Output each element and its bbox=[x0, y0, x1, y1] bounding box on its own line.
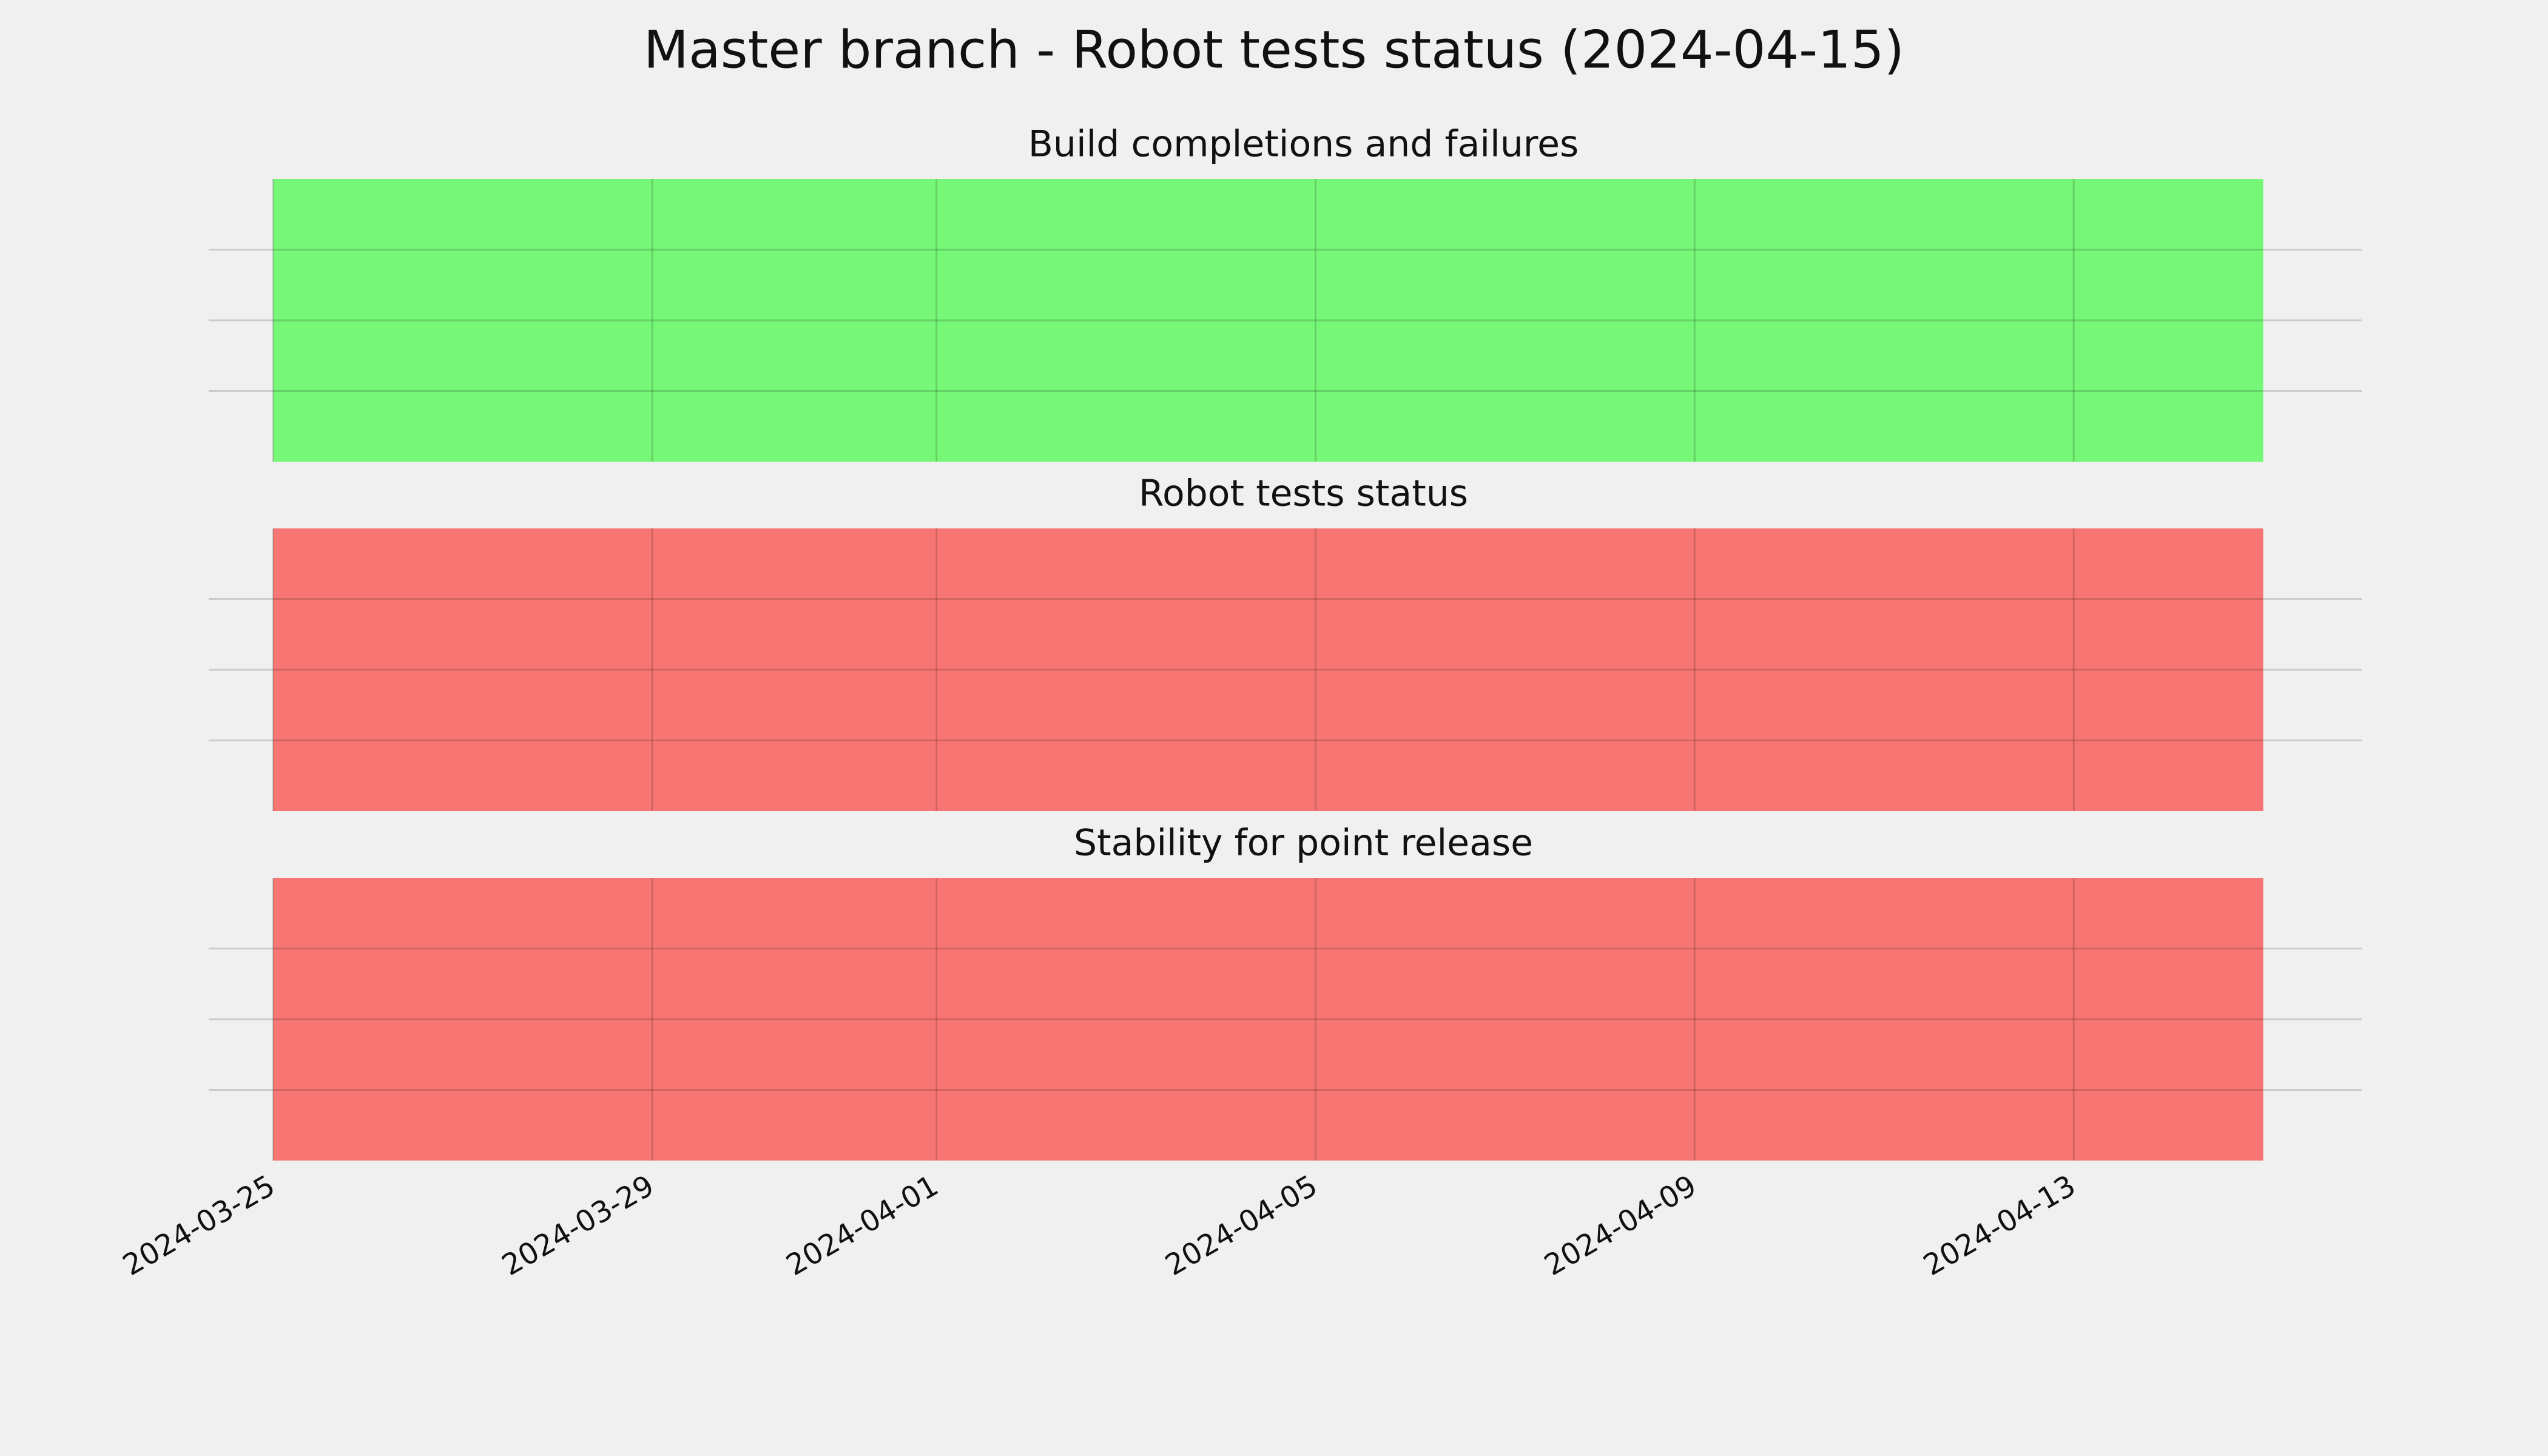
chart-title: Master branch - Robot tests status (2024… bbox=[644, 19, 1904, 80]
area bbox=[273, 878, 2263, 1161]
panel-title: Stability for point release bbox=[1074, 822, 1533, 864]
panel-title: Robot tests status bbox=[1139, 473, 1468, 515]
panel-title: Build completions and failures bbox=[1028, 123, 1579, 166]
area bbox=[273, 179, 2263, 462]
area bbox=[273, 528, 2263, 811]
